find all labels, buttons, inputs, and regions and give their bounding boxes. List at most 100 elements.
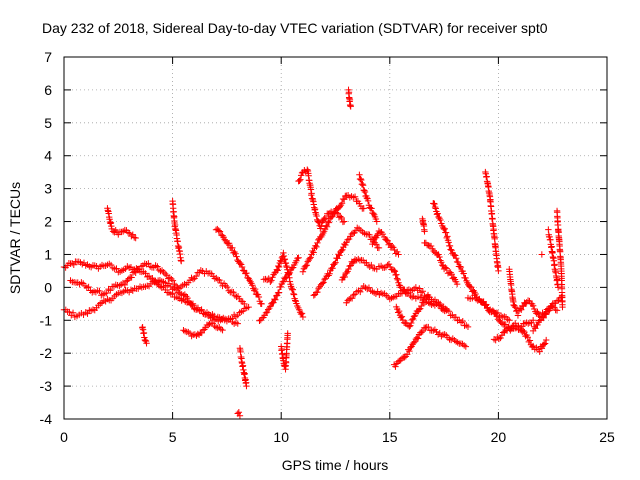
data-point xyxy=(441,225,448,232)
data-point xyxy=(348,295,356,302)
data-point xyxy=(283,262,290,270)
data-point xyxy=(217,279,225,287)
data-point xyxy=(338,200,346,207)
data-point xyxy=(313,212,320,220)
data-point xyxy=(462,343,470,350)
data-point xyxy=(425,323,432,331)
x-tick-label: 25 xyxy=(599,429,615,445)
data-point xyxy=(332,259,339,266)
data-point xyxy=(322,222,330,229)
data-point xyxy=(345,265,352,273)
data-point xyxy=(307,254,314,261)
data-point xyxy=(417,305,424,312)
data-point xyxy=(243,269,250,277)
data-point xyxy=(399,316,407,324)
data-point xyxy=(453,255,460,262)
data-point xyxy=(425,294,433,301)
data-point xyxy=(489,307,496,314)
data-point xyxy=(339,246,346,253)
data-point xyxy=(232,250,239,257)
data-point xyxy=(431,200,438,208)
data-point xyxy=(185,328,192,336)
data-point xyxy=(136,266,143,273)
data-point xyxy=(363,194,371,202)
data-point xyxy=(360,205,367,212)
data-point xyxy=(302,262,310,269)
data-point xyxy=(325,219,333,226)
data-point xyxy=(96,287,103,295)
data-point xyxy=(189,275,197,283)
data-point xyxy=(277,257,284,264)
data-point xyxy=(243,382,250,390)
data-point xyxy=(553,307,561,314)
data-point xyxy=(263,308,271,316)
data-point xyxy=(323,223,331,230)
data-point xyxy=(166,274,174,281)
data-point xyxy=(246,276,253,284)
plot-frame xyxy=(63,56,608,420)
x-axis-label: GPS time / hours xyxy=(282,457,389,473)
data-point xyxy=(296,177,303,184)
data-point xyxy=(414,335,422,342)
data-point xyxy=(452,252,459,259)
data-point xyxy=(251,285,259,293)
data-point xyxy=(355,255,362,263)
data-point xyxy=(346,295,353,303)
data-point xyxy=(142,270,149,277)
data-point xyxy=(314,288,321,296)
data-point xyxy=(154,263,161,270)
data-point xyxy=(307,186,315,193)
data-point xyxy=(457,263,465,271)
data-point xyxy=(452,314,460,321)
data-point xyxy=(132,269,139,276)
data-point xyxy=(319,280,326,287)
y-tick-label: -1 xyxy=(40,312,53,328)
data-point xyxy=(290,291,298,298)
data-point xyxy=(214,276,222,283)
data-point xyxy=(298,310,306,317)
data-point xyxy=(413,334,421,341)
data-point xyxy=(446,242,454,250)
data-point xyxy=(373,232,381,239)
data-point xyxy=(398,313,406,320)
data-point xyxy=(118,228,125,236)
data-point xyxy=(268,277,275,284)
data-point xyxy=(337,213,344,220)
data-point xyxy=(385,260,393,268)
data-point xyxy=(419,327,427,335)
data-point xyxy=(370,210,377,217)
data-point xyxy=(315,285,322,292)
data-point xyxy=(495,267,502,275)
data-point xyxy=(310,249,317,256)
data-point xyxy=(540,341,548,348)
data-point xyxy=(288,264,296,272)
data-point xyxy=(180,292,187,299)
data-point xyxy=(280,278,287,285)
data-point xyxy=(459,317,466,325)
data-point xyxy=(426,300,434,307)
data-point xyxy=(267,278,274,286)
data-point xyxy=(559,303,566,311)
y-tick-label: 2 xyxy=(44,214,52,230)
data-point xyxy=(436,329,443,337)
data-point xyxy=(289,286,297,293)
data-point xyxy=(341,273,349,281)
data-point xyxy=(542,336,550,344)
data-point xyxy=(338,214,345,222)
data-point xyxy=(364,197,372,205)
data-point xyxy=(161,270,169,278)
data-point xyxy=(395,307,403,315)
data-point xyxy=(374,288,381,295)
data-point xyxy=(189,300,197,307)
data-point xyxy=(174,284,181,291)
data-point xyxy=(421,228,428,235)
data-point xyxy=(332,209,340,216)
data-point xyxy=(306,255,313,262)
data-point xyxy=(128,274,135,281)
data-point xyxy=(492,336,499,344)
data-point xyxy=(542,311,550,318)
data-point xyxy=(217,325,225,333)
data-point xyxy=(366,231,373,239)
data-point xyxy=(221,236,228,243)
data-point xyxy=(280,252,288,260)
